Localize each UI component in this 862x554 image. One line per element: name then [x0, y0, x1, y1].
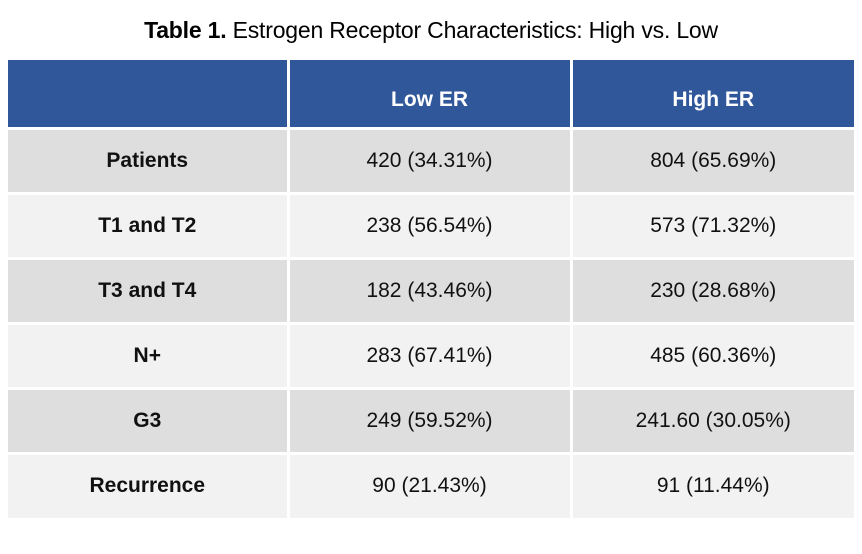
cell-low-er: 283 (67.41%) [286, 321, 571, 388]
cell-high-er: 241.60 (30.05%) [569, 386, 854, 453]
table-title-number: Table 1. [144, 17, 227, 43]
row-label: T1 and T2 [8, 191, 288, 258]
table-title-text: Estrogen Receptor Characteristics: High … [226, 17, 719, 43]
table-row-t1-t2: T1 and T2 238 (56.54%) 573 (71.32%) [8, 191, 854, 258]
row-label: Patients [8, 126, 288, 193]
table-row-n-plus: N+ 283 (67.41%) 485 (60.36%) [8, 321, 854, 388]
table-row-patients: Patients 420 (34.31%) 804 (65.69%) [8, 126, 854, 193]
cell-low-er: 238 (56.54%) [286, 191, 571, 258]
cell-high-er: 91 (11.44%) [569, 451, 854, 518]
cell-low-er: 182 (43.46%) [286, 256, 571, 323]
row-label: G3 [8, 386, 288, 453]
table-row-recurrence: Recurrence 90 (21.43%) 91 (11.44%) [8, 451, 854, 518]
cell-high-er: 804 (65.69%) [569, 126, 854, 193]
table-title: Table 1. Estrogen Receptor Characteristi… [0, 0, 862, 60]
row-label: Recurrence [8, 451, 288, 518]
table-header-row: Low ER High ER [8, 60, 854, 128]
header-cell-empty [8, 60, 288, 128]
table-row-g3: G3 249 (59.52%) 241.60 (30.05%) [8, 386, 854, 453]
table-row-t3-t4: T3 and T4 182 (43.46%) 230 (28.68%) [8, 256, 854, 323]
header-cell-low-er: Low ER [286, 60, 571, 128]
cell-high-er: 485 (60.36%) [569, 321, 854, 388]
cell-high-er: 573 (71.32%) [569, 191, 854, 258]
cell-low-er: 90 (21.43%) [286, 451, 571, 518]
row-label: N+ [8, 321, 288, 388]
cell-low-er: 249 (59.52%) [286, 386, 571, 453]
er-characteristics-table: Low ER High ER Patients 420 (34.31%) 804… [8, 60, 854, 518]
header-cell-high-er: High ER [569, 60, 854, 128]
row-label: T3 and T4 [8, 256, 288, 323]
cell-low-er: 420 (34.31%) [286, 126, 571, 193]
cell-high-er: 230 (28.68%) [569, 256, 854, 323]
